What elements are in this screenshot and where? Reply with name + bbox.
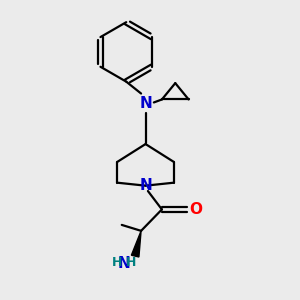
Polygon shape [131,231,141,257]
Text: O: O [189,202,202,217]
Text: N: N [118,256,130,271]
Text: H: H [112,256,122,268]
Text: H: H [125,256,136,268]
Text: N: N [139,178,152,193]
Text: N: N [139,96,152,111]
